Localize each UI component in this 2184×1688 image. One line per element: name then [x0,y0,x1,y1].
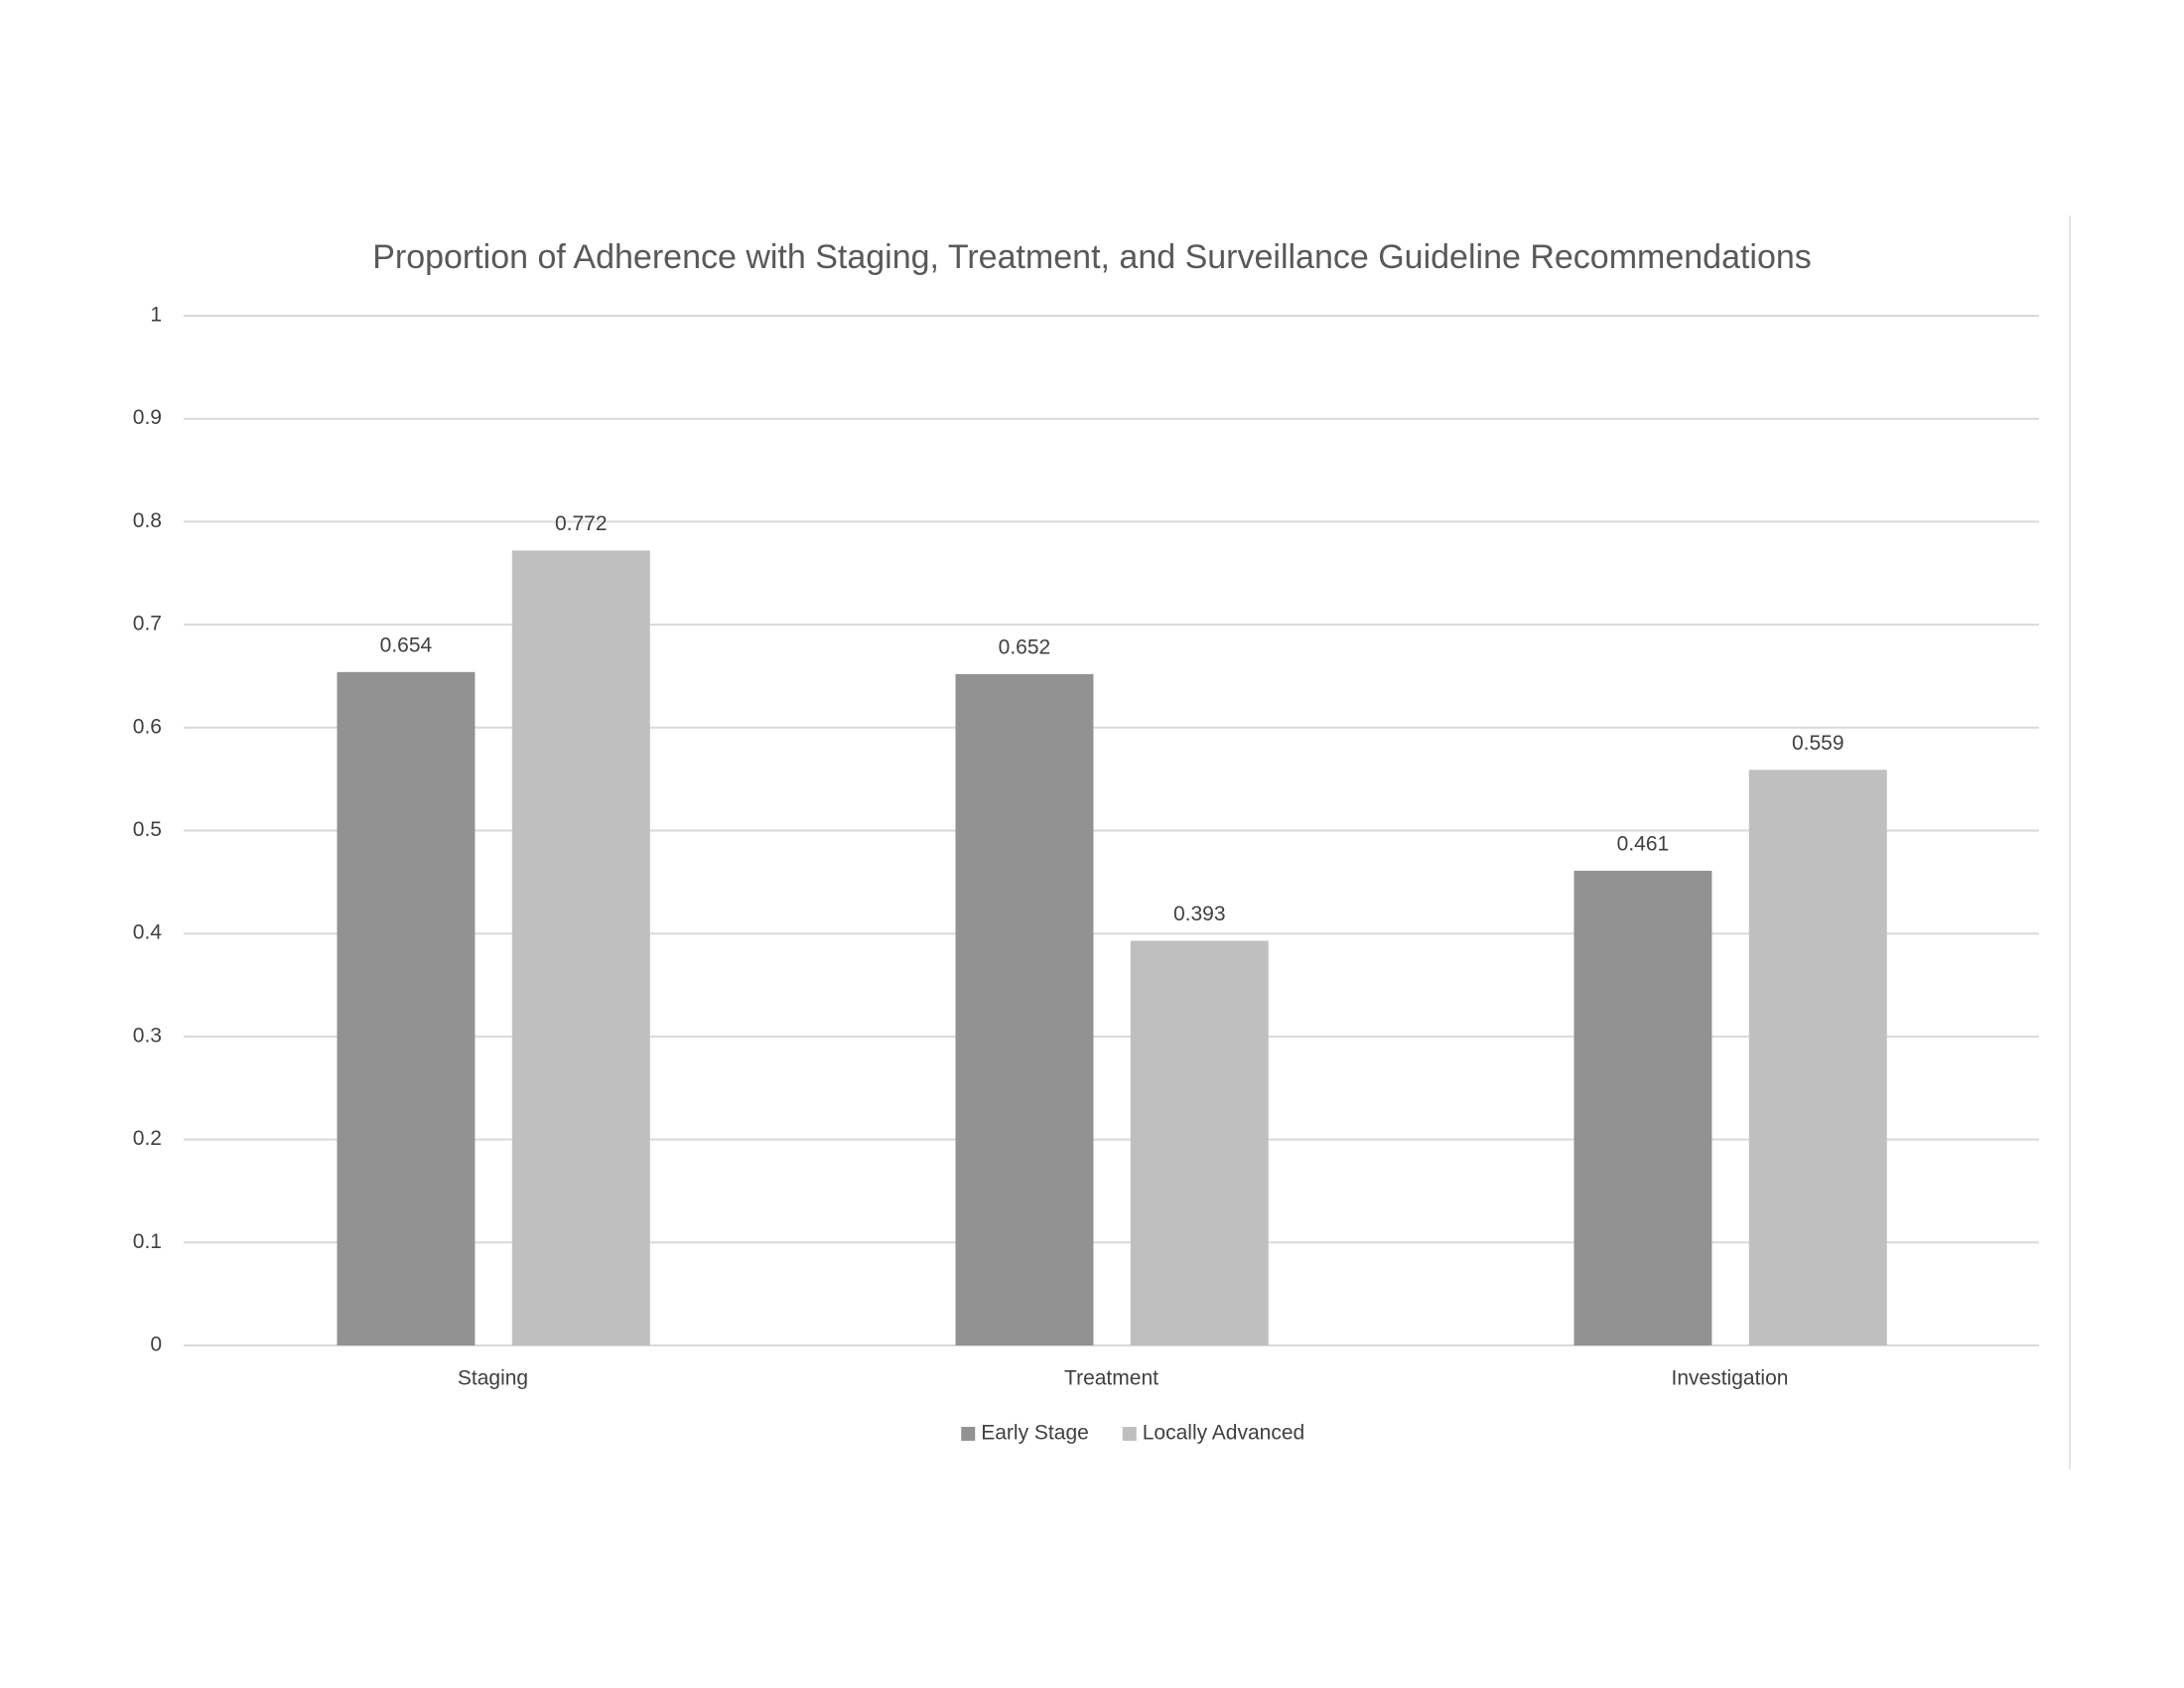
y-tick-label: 0.3 [133,1024,162,1047]
y-tick-label: 0.4 [133,921,163,944]
chart-title: Proportion of Adherence with Staging, Tr… [372,238,1812,276]
data-label: 0.652 [999,635,1051,658]
y-tick-label: 0.5 [133,818,162,841]
x-tick-label: Staging [458,1367,528,1390]
y-tick-label: 0.9 [133,406,162,429]
data-label: 0.654 [380,633,433,656]
y-tick-label: 0.6 [133,715,162,738]
y-tick-label: 0.8 [133,509,162,532]
data-label: 0.559 [1792,732,1844,755]
data-label: 0.393 [1173,903,1226,925]
legend-swatch [961,1427,976,1441]
bar [1748,770,1887,1345]
y-tick-label: 0 [150,1334,162,1356]
data-label: 0.461 [1617,832,1670,855]
x-tick-label: Treatment [1064,1367,1159,1390]
legend-label: Early Stage [981,1422,1089,1445]
y-tick-label: 0.1 [133,1230,162,1253]
x-tick-label: Investigation [1672,1367,1789,1390]
bar [1573,870,1712,1345]
bar [511,550,650,1345]
legend-label: Locally Advanced [1143,1422,1304,1445]
bar [955,673,1094,1345]
legend-swatch [1122,1427,1137,1441]
bar [1130,940,1269,1345]
y-tick-label: 0.7 [133,613,162,635]
bar [337,671,476,1345]
y-tick-label: 0.2 [133,1127,162,1150]
data-label: 0.772 [555,512,608,535]
y-tick-label: 1 [150,304,162,327]
